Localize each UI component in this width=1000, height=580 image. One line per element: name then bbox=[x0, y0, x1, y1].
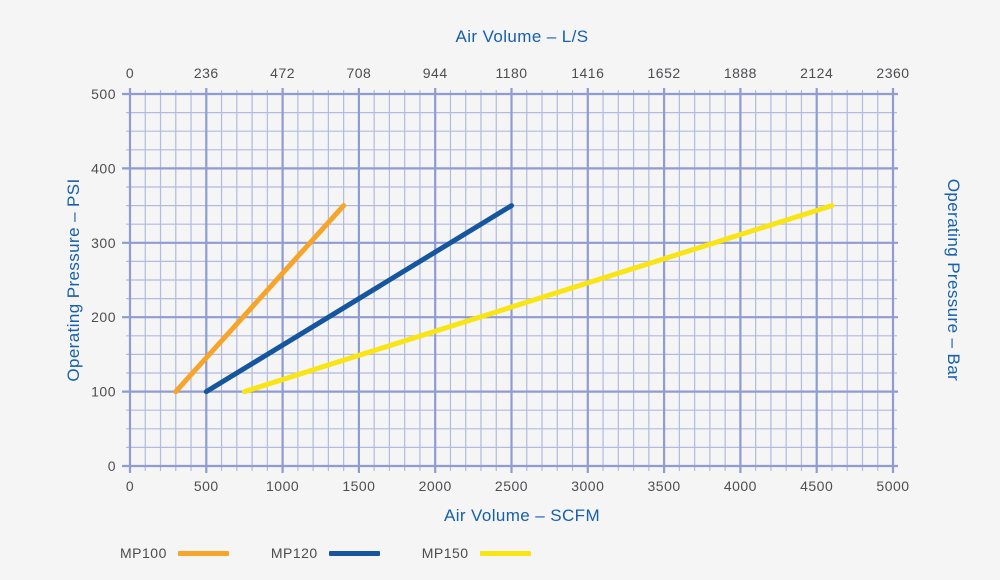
x-tick-label-top: 944 bbox=[423, 65, 448, 81]
x-tick-label-top: 472 bbox=[270, 65, 295, 81]
x-tick-label-bottom: 4000 bbox=[724, 478, 757, 494]
legend-item-mp150: MP150 bbox=[422, 545, 531, 561]
x-tick-label-top: 708 bbox=[346, 65, 371, 81]
x-tick-label-bottom: 1500 bbox=[342, 478, 375, 494]
x-tick-label-bottom: 2500 bbox=[495, 478, 528, 494]
legend-swatch-mp100 bbox=[177, 550, 229, 556]
x-tick-label-top: 236 bbox=[194, 65, 219, 81]
x-tick-label-top: 2124 bbox=[800, 65, 833, 81]
y-tick-label-left: 400 bbox=[91, 160, 116, 176]
legend-swatch-mp120 bbox=[328, 550, 380, 556]
legend-item-mp120: MP120 bbox=[271, 545, 380, 561]
x-tick-label-bottom: 3500 bbox=[648, 478, 681, 494]
legend-item-mp100: MP100 bbox=[120, 545, 229, 561]
y-tick-label-left: 300 bbox=[91, 235, 116, 251]
x-tick-label-bottom: 500 bbox=[194, 478, 219, 494]
x-tick-label-bottom: 2000 bbox=[419, 478, 452, 494]
legend-label-mp150: MP150 bbox=[421, 545, 469, 561]
x-tick-label-top: 1180 bbox=[495, 65, 527, 81]
x-tick-label-top: 1652 bbox=[648, 65, 681, 81]
top-axis-title: Air Volume – L/S bbox=[455, 27, 589, 46]
bottom-axis-title: Air Volume – SCFM bbox=[443, 506, 601, 525]
series-line-mp100 bbox=[173, 203, 347, 395]
x-tick-label-bottom: 0 bbox=[126, 478, 134, 494]
legend-swatch-mp150 bbox=[479, 550, 531, 556]
legend-label-mp120: MP120 bbox=[270, 545, 318, 561]
x-tick-label-bottom: 5000 bbox=[876, 478, 909, 494]
legend-label-mp100: MP100 bbox=[120, 545, 167, 561]
x-tick-label-top: 2360 bbox=[876, 65, 909, 81]
right-axis-title: Operating Pressure – Bar bbox=[944, 178, 963, 382]
y-tick-label-left: 100 bbox=[91, 384, 116, 400]
series-line-mp120 bbox=[203, 203, 514, 395]
y-tick-label-left: 500 bbox=[91, 86, 116, 102]
x-tick-label-bottom: 1000 bbox=[266, 478, 299, 494]
y-tick-label-left: 200 bbox=[91, 309, 116, 325]
y-tick-label-left: 0 bbox=[108, 458, 116, 474]
x-tick-label-bottom: 4500 bbox=[800, 478, 833, 494]
left-axis-title: Operating Pressure – PSI bbox=[64, 178, 83, 382]
chart-legend: MP100 MP120 MP150 bbox=[120, 545, 531, 561]
x-tick-label-top: 1888 bbox=[724, 65, 757, 81]
x-tick-label-top: 1416 bbox=[571, 65, 604, 81]
x-tick-label-top: 0 bbox=[126, 65, 134, 81]
x-tick-label-bottom: 3000 bbox=[571, 478, 604, 494]
series-line-mp150 bbox=[241, 203, 835, 395]
